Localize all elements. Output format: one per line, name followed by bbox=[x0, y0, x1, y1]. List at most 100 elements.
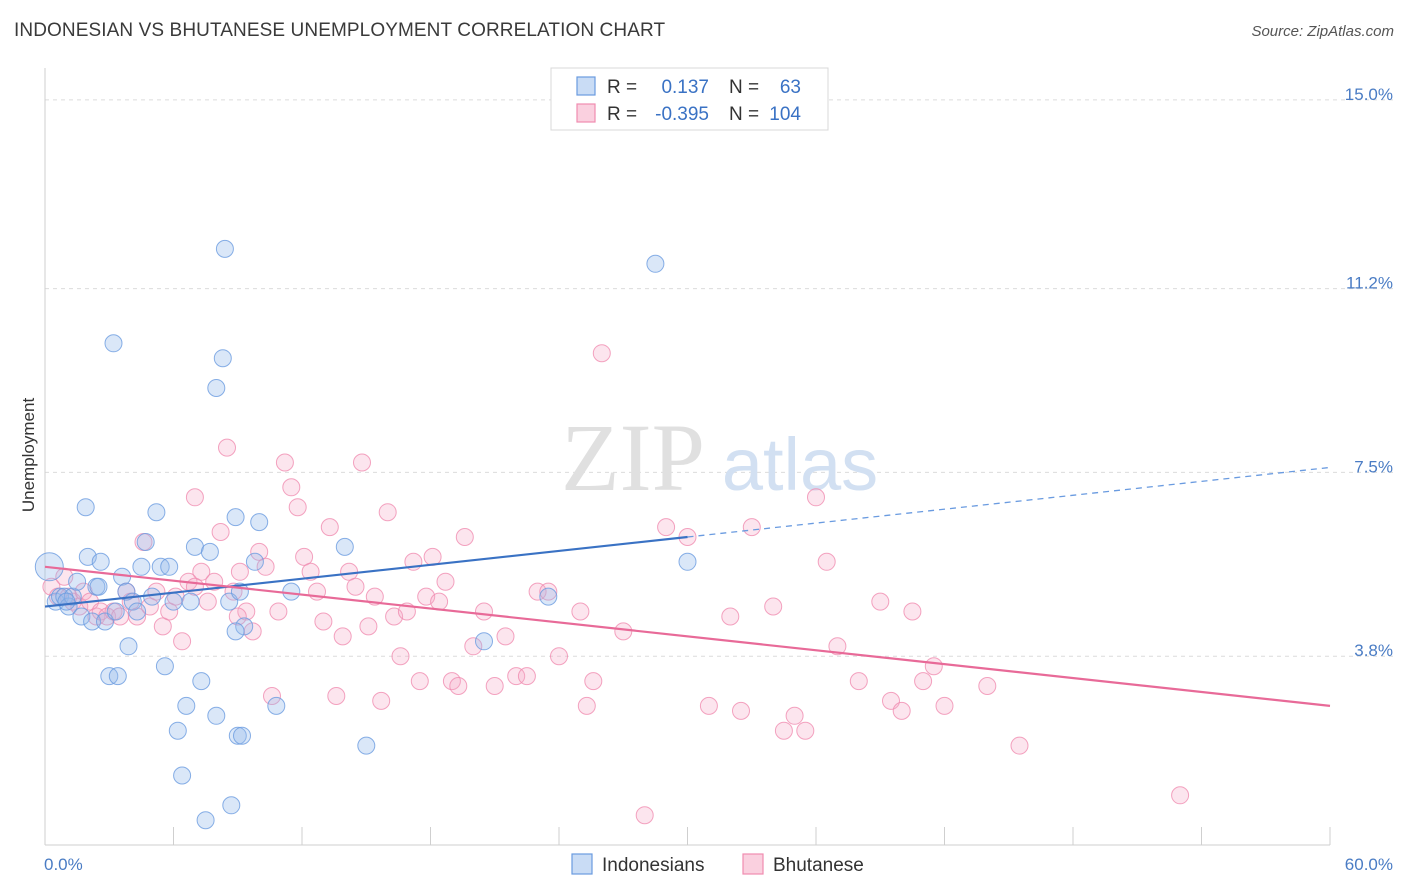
point-bhutanese bbox=[935, 696, 954, 715]
point-bhutanese bbox=[192, 562, 211, 581]
legend-n-value-1: 63 bbox=[780, 77, 801, 98]
point-indonesians bbox=[164, 592, 183, 611]
watermark: ZIP atlas bbox=[561, 404, 878, 511]
point-bhutanese bbox=[914, 672, 933, 691]
point-bhutanese bbox=[256, 557, 275, 576]
point-indonesians bbox=[136, 533, 155, 551]
point-indonesians bbox=[192, 672, 211, 691]
point-indonesians bbox=[155, 657, 174, 676]
point-bhutanese bbox=[571, 602, 590, 621]
point-indonesians bbox=[213, 349, 232, 368]
legend-n-label-2: N = bbox=[729, 104, 759, 125]
point-bhutanese bbox=[430, 592, 449, 611]
point-bhutanese bbox=[635, 806, 654, 825]
point-indonesians bbox=[678, 552, 697, 571]
point-bhutanese bbox=[275, 453, 294, 472]
correlation-legend: R = 0.137 N = 63 R = -0.395 N = 104 bbox=[550, 67, 829, 131]
point-indonesians bbox=[200, 542, 219, 561]
trend-line-indonesians-extension bbox=[687, 466, 1331, 538]
point-bhutanese bbox=[577, 696, 596, 715]
y-tick-label: 3.8% bbox=[1354, 641, 1393, 660]
point-indonesians bbox=[59, 597, 78, 616]
point-bhutanese bbox=[282, 478, 301, 497]
point-indonesians bbox=[160, 557, 179, 576]
point-indonesians bbox=[168, 721, 187, 740]
point-bhutanese bbox=[732, 701, 750, 720]
point-bhutanese bbox=[455, 528, 474, 546]
point-bhutanese bbox=[517, 667, 536, 686]
legend-box bbox=[550, 67, 829, 131]
point-bhutanese bbox=[378, 503, 397, 522]
point-bhutanese bbox=[721, 607, 740, 626]
trend-line-indonesians bbox=[44, 535, 688, 608]
point-indonesians bbox=[91, 552, 110, 571]
point-indonesians bbox=[235, 617, 254, 636]
point-bhutanese bbox=[550, 647, 568, 666]
point-indonesians bbox=[222, 796, 241, 815]
bottom-legend-bhutanese: Bhutanese bbox=[773, 855, 864, 876]
bottom-legend-indonesians: Indonesians bbox=[602, 855, 704, 876]
point-bhutanese bbox=[828, 637, 847, 656]
bottom-legend-swatch-indonesians bbox=[571, 853, 593, 875]
point-bhutanese bbox=[410, 672, 429, 691]
point-bhutanese bbox=[185, 488, 204, 507]
point-bhutanese bbox=[742, 518, 761, 537]
point-bhutanese bbox=[391, 647, 410, 666]
watermark-atlas: atlas bbox=[722, 423, 878, 506]
watermark-zip: ZIP bbox=[561, 404, 705, 511]
point-bhutanese bbox=[365, 587, 384, 606]
point-bhutanese bbox=[436, 572, 455, 591]
point-indonesians bbox=[207, 379, 226, 397]
legend-swatch-bhutanese bbox=[576, 103, 596, 123]
point-bhutanese bbox=[807, 488, 825, 507]
point-bhutanese bbox=[978, 677, 997, 695]
point-indonesians bbox=[128, 602, 147, 621]
point-bhutanese bbox=[320, 518, 339, 537]
point-bhutanese bbox=[359, 617, 378, 636]
point-bhutanese bbox=[817, 552, 836, 571]
trend-line-bhutanese bbox=[44, 565, 1331, 707]
point-indonesians bbox=[646, 254, 665, 273]
point-indonesians bbox=[185, 537, 204, 556]
point-bhutanese bbox=[528, 582, 547, 601]
point-bhutanese bbox=[301, 562, 320, 581]
point-bhutanese bbox=[449, 677, 468, 695]
y-tick-label: 15.0% bbox=[1345, 85, 1393, 104]
point-indonesians bbox=[226, 622, 245, 641]
legend-r-value-2: -0.395 bbox=[655, 104, 709, 125]
point-indonesians bbox=[357, 736, 376, 755]
point-bhutanese bbox=[592, 344, 611, 363]
point-bhutanese bbox=[1171, 786, 1190, 805]
point-bhutanese bbox=[1010, 736, 1029, 755]
point-bhutanese bbox=[871, 592, 890, 611]
point-bhutanese bbox=[218, 438, 236, 457]
point-indonesians bbox=[196, 811, 215, 830]
point-indonesians bbox=[68, 572, 87, 591]
axis-layer bbox=[44, 68, 1331, 846]
source-label: Source: ZipAtlas.com bbox=[1251, 23, 1394, 40]
point-bhutanese bbox=[327, 687, 346, 705]
point-indonesians bbox=[119, 637, 138, 656]
point-bhutanese bbox=[153, 617, 172, 636]
point-indonesians bbox=[57, 592, 76, 611]
legend-n-value-2: 104 bbox=[769, 104, 801, 125]
point-bhutanese bbox=[764, 597, 783, 616]
point-indonesians bbox=[83, 612, 102, 631]
point-indonesians bbox=[89, 577, 108, 596]
legend-r-label-2: R = bbox=[607, 104, 637, 125]
legend-swatch-indonesians bbox=[576, 76, 596, 96]
point-indonesians bbox=[76, 498, 95, 517]
point-indonesians bbox=[245, 552, 264, 571]
point-indonesians bbox=[226, 508, 245, 527]
point-bhutanese bbox=[614, 622, 633, 641]
point-bhutanese bbox=[250, 542, 269, 561]
points-layer bbox=[34, 239, 1190, 830]
point-indonesians bbox=[177, 696, 196, 715]
point-bhutanese bbox=[160, 602, 179, 621]
point-indonesians bbox=[104, 334, 123, 353]
point-bhutanese bbox=[346, 577, 365, 596]
chart-title: INDONESIAN VS BHUTANESE UNEMPLOYMENT COR… bbox=[14, 20, 666, 41]
series-legend: Indonesians Bhutanese bbox=[571, 853, 864, 876]
point-bhutanese bbox=[228, 607, 247, 626]
